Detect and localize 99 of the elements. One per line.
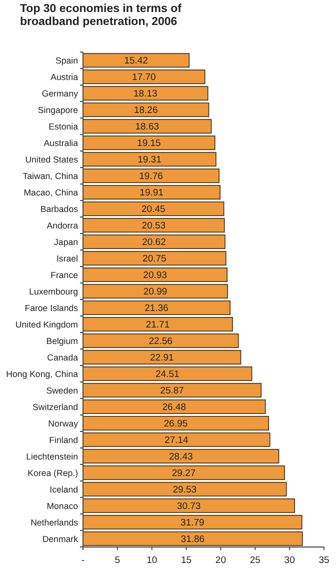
data-label: 17.70 xyxy=(132,72,156,84)
data-label: 24.51 xyxy=(155,369,180,380)
data-label: 26.48 xyxy=(162,402,186,414)
bar xyxy=(82,168,220,184)
bar xyxy=(82,482,287,496)
bar xyxy=(82,465,285,480)
bar xyxy=(82,448,280,464)
bar xyxy=(82,136,216,150)
y-tick-label: Liechtenstein xyxy=(26,451,78,462)
bar xyxy=(82,416,269,430)
data-label: 18.26 xyxy=(134,105,158,116)
bar xyxy=(82,432,270,447)
y-tick-label: Luxembourg xyxy=(29,286,78,296)
chart-title: Top 30 economies in terms of broadband penetration, 2006 xyxy=(20,3,182,28)
data-label: 28.43 xyxy=(168,452,193,463)
bar xyxy=(82,300,230,315)
y-tick-label: Macao, China xyxy=(24,187,78,198)
x-tick-label: 5 xyxy=(114,555,120,566)
data-label: 15.42 xyxy=(124,56,148,67)
y-tick-label: United Kingdom xyxy=(15,319,78,330)
y-tick-label: Germany xyxy=(42,88,79,98)
data-label: 26.95 xyxy=(164,418,188,430)
data-label: 22.91 xyxy=(150,352,174,364)
x-tick-label: 30 xyxy=(284,555,295,566)
y-tick-label: Estonia xyxy=(48,121,78,132)
y-tick-label: Canada xyxy=(47,352,78,362)
data-label: 27.14 xyxy=(164,435,188,446)
data-label: 19.76 xyxy=(139,171,163,182)
data-label: 18.63 xyxy=(135,122,160,133)
data-label: 21.36 xyxy=(144,303,168,314)
bar xyxy=(82,53,190,68)
x-tick-label: 10 xyxy=(146,555,158,566)
bar xyxy=(82,119,212,134)
y-tick-label: Barbados xyxy=(40,204,79,214)
y-tick-label: Singapore xyxy=(38,104,78,115)
bar xyxy=(82,152,216,167)
y-tick-label: Spain xyxy=(56,55,78,66)
data-label: 31.86 xyxy=(180,534,205,545)
bar xyxy=(82,86,208,101)
bar xyxy=(82,70,206,84)
bar xyxy=(82,399,266,414)
x-tick-label: 35 xyxy=(318,555,330,566)
bar xyxy=(82,333,239,348)
bar xyxy=(82,366,252,381)
y-tick-label: Israel xyxy=(56,253,78,264)
data-label: 19.15 xyxy=(137,138,161,150)
bar xyxy=(82,284,228,298)
data-label: 29.27 xyxy=(172,468,196,480)
y-tick-label: Hong Kong, China xyxy=(6,368,78,379)
y-tick-label: Netherlands xyxy=(30,517,79,528)
x-tick-label: 15 xyxy=(180,555,192,566)
data-label: 21.71 xyxy=(146,320,170,331)
data-label: 19.31 xyxy=(138,154,162,166)
data-label: 22.56 xyxy=(148,336,173,348)
data-label: 20.99 xyxy=(143,286,168,298)
data-label: 20.75 xyxy=(142,254,166,265)
y-tick-label: Monaco xyxy=(46,500,78,511)
bar xyxy=(82,202,224,216)
x-tick-label: - xyxy=(81,555,85,566)
y-tick-label: Andorra xyxy=(46,220,78,230)
y-tick-label: Switzerland xyxy=(32,402,78,412)
data-label: 29.53 xyxy=(172,484,197,496)
bar xyxy=(82,268,228,282)
data-label: 31.79 xyxy=(180,518,204,528)
bar xyxy=(82,382,262,398)
data-label: 18.13 xyxy=(134,88,158,100)
y-tick-label: Sweden xyxy=(46,385,78,396)
bar xyxy=(82,498,295,513)
data-label: 20.53 xyxy=(142,220,166,232)
x-tick-label: 25 xyxy=(250,555,260,566)
bar xyxy=(82,514,302,530)
y-tick-label: Japan xyxy=(54,236,78,247)
data-label: 30.73 xyxy=(176,501,201,512)
y-tick-label: Taiwan, China xyxy=(22,170,78,181)
y-tick-label: Australia xyxy=(44,138,78,148)
y-tick-label: Norway xyxy=(48,418,79,428)
bar xyxy=(82,251,226,266)
y-tick-label: Faroe Islands xyxy=(24,302,79,313)
y-tick-label: Iceland xyxy=(50,484,78,494)
y-tick-label: Korea (Rep.) xyxy=(28,468,78,478)
y-tick-label: Finland xyxy=(49,434,78,445)
bar xyxy=(82,218,225,233)
y-tick-label: Austria xyxy=(50,72,78,82)
bar xyxy=(82,531,303,546)
bar xyxy=(82,185,220,200)
data-label: 20.45 xyxy=(142,204,166,216)
y-tick-label: France xyxy=(50,270,78,280)
data-label: 20.93 xyxy=(143,270,167,282)
y-tick-label: Denmark xyxy=(42,534,79,544)
data-label: 25.87 xyxy=(160,386,184,397)
y-tick-label: United States xyxy=(25,154,79,164)
data-label: 19.91 xyxy=(140,188,164,199)
y-tick-label: Belgium xyxy=(46,336,78,346)
data-label: 20.62 xyxy=(142,237,166,248)
bar xyxy=(82,316,233,332)
bar xyxy=(82,350,242,364)
bar xyxy=(82,102,210,118)
bar xyxy=(82,234,226,250)
x-tick-label: 20 xyxy=(215,555,226,566)
